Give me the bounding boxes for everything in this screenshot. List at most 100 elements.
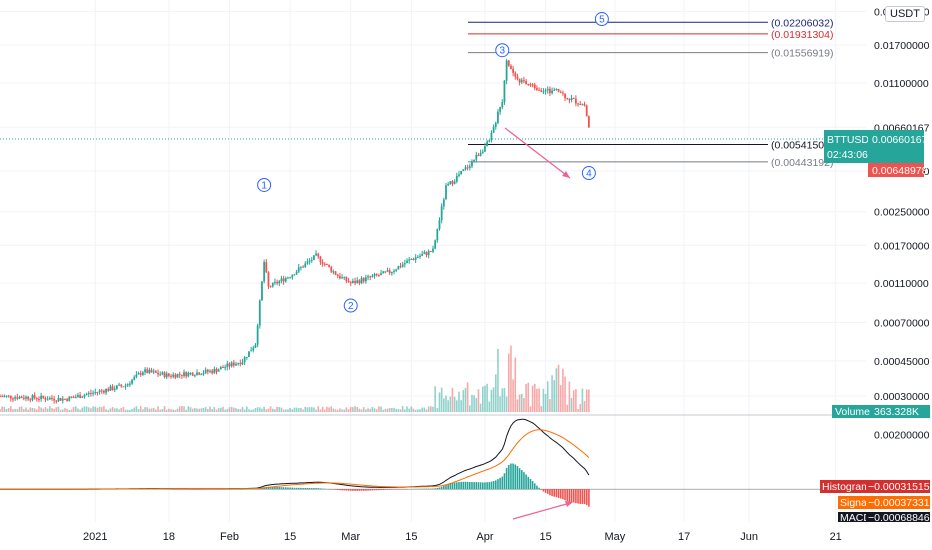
candle-body bbox=[390, 271, 393, 274]
histogram-bar bbox=[196, 489, 198, 490]
volume-bar bbox=[475, 398, 478, 412]
candle-body bbox=[271, 282, 274, 287]
candle-body bbox=[453, 181, 456, 184]
candle-body bbox=[516, 76, 519, 79]
histogram-bar bbox=[551, 489, 553, 497]
candle-body bbox=[96, 392, 99, 394]
low-marker-value: 0.00648978 bbox=[872, 165, 928, 177]
volume-bar bbox=[187, 406, 190, 412]
candle-body bbox=[163, 372, 166, 378]
histogram-bar bbox=[319, 488, 322, 490]
candle-body bbox=[395, 269, 398, 271]
histogram-bar bbox=[252, 488, 255, 490]
candle-body bbox=[42, 395, 45, 398]
volume-bar bbox=[113, 408, 116, 412]
histogram-bar bbox=[181, 489, 183, 490]
histogram-bar bbox=[194, 489, 196, 490]
candle-body bbox=[269, 286, 272, 288]
time-tick-label: 15 bbox=[539, 531, 551, 543]
volume-bar bbox=[155, 409, 157, 412]
histogram-bar bbox=[278, 487, 281, 490]
volume-bar bbox=[25, 407, 27, 412]
histogram-bar bbox=[497, 479, 499, 490]
volume-bar bbox=[466, 382, 469, 412]
histogram-bar bbox=[397, 489, 400, 490]
histogram-bar bbox=[369, 489, 372, 491]
volume-bar bbox=[152, 407, 155, 412]
volume-bar bbox=[479, 403, 482, 412]
candle-body bbox=[83, 395, 86, 397]
volume-bar bbox=[287, 409, 289, 412]
candle-body bbox=[250, 350, 253, 352]
candle-body bbox=[564, 93, 566, 99]
histogram-bar bbox=[553, 489, 556, 497]
candle-body bbox=[555, 88, 558, 90]
candle-body bbox=[185, 372, 188, 377]
histogram-bar bbox=[386, 489, 389, 490]
candle-body bbox=[90, 392, 92, 394]
volume-bar bbox=[443, 398, 445, 412]
histogram-bar bbox=[373, 489, 376, 491]
volume-bar bbox=[531, 385, 534, 412]
candle-body bbox=[297, 267, 300, 272]
histogram-bar bbox=[399, 489, 402, 490]
candle-body bbox=[583, 104, 586, 106]
histogram-bar bbox=[473, 482, 475, 490]
volume-bar bbox=[230, 406, 233, 412]
histogram-bar bbox=[354, 489, 356, 491]
volume-bar bbox=[367, 408, 369, 412]
time-axis[interactable]: 2021 18 Feb 15 Mar 15 Apr 15 May 17 Jun 21 bbox=[83, 531, 842, 543]
volume-bar bbox=[334, 409, 337, 412]
candle-body bbox=[505, 60, 508, 81]
histogram-bar bbox=[380, 489, 382, 491]
histogram-bar bbox=[213, 489, 216, 490]
candle-body bbox=[369, 276, 372, 278]
divergence-arrowhead-macd bbox=[565, 501, 573, 507]
histogram-bar bbox=[546, 489, 549, 494]
histogram-bar bbox=[488, 482, 491, 490]
price-axis[interactable]: 0.025000000.017000000.011000000.00660167… bbox=[874, 6, 930, 403]
candle-body bbox=[300, 266, 302, 268]
candle-body bbox=[481, 151, 484, 153]
candle-body bbox=[360, 278, 363, 284]
candle-body bbox=[219, 367, 222, 370]
histogram-bar bbox=[443, 485, 445, 490]
candle-body bbox=[510, 65, 512, 69]
candle-body bbox=[423, 252, 426, 255]
volume-bar bbox=[306, 407, 309, 412]
candle-body bbox=[486, 141, 489, 147]
volume-bar bbox=[313, 407, 315, 412]
candle-body bbox=[44, 397, 47, 400]
histogram-bar bbox=[367, 489, 369, 491]
candle-body bbox=[215, 368, 218, 372]
volume-bar bbox=[150, 408, 153, 412]
volume-bar bbox=[59, 409, 62, 412]
volume-bar bbox=[280, 407, 283, 412]
volume-bar bbox=[579, 403, 582, 412]
histogram-bar bbox=[479, 482, 482, 490]
macd-value: −0.00068846 bbox=[868, 512, 930, 524]
candle-body bbox=[239, 362, 242, 365]
histogram-bar bbox=[215, 489, 218, 490]
symbol-label: BTTUSDT bbox=[827, 134, 876, 146]
candle-body bbox=[213, 368, 216, 374]
candle-body bbox=[313, 255, 315, 260]
currency-selector[interactable]: USDT bbox=[885, 6, 925, 22]
histogram-bar bbox=[414, 488, 417, 490]
volume-bar bbox=[87, 407, 90, 412]
candle-body bbox=[29, 399, 32, 401]
volume-bar bbox=[64, 408, 66, 412]
candle-body bbox=[488, 140, 491, 142]
volume-bar bbox=[481, 386, 484, 412]
histogram-bar bbox=[293, 487, 296, 490]
histogram-bar bbox=[362, 489, 365, 491]
candle-body bbox=[48, 397, 51, 400]
volume-bar bbox=[23, 409, 25, 412]
histogram-bar bbox=[575, 489, 577, 504]
histogram-bar bbox=[588, 489, 590, 507]
histogram-bar bbox=[360, 489, 363, 491]
volume-bar bbox=[315, 409, 317, 412]
candle-body bbox=[137, 373, 140, 375]
volume-bar bbox=[109, 408, 112, 412]
